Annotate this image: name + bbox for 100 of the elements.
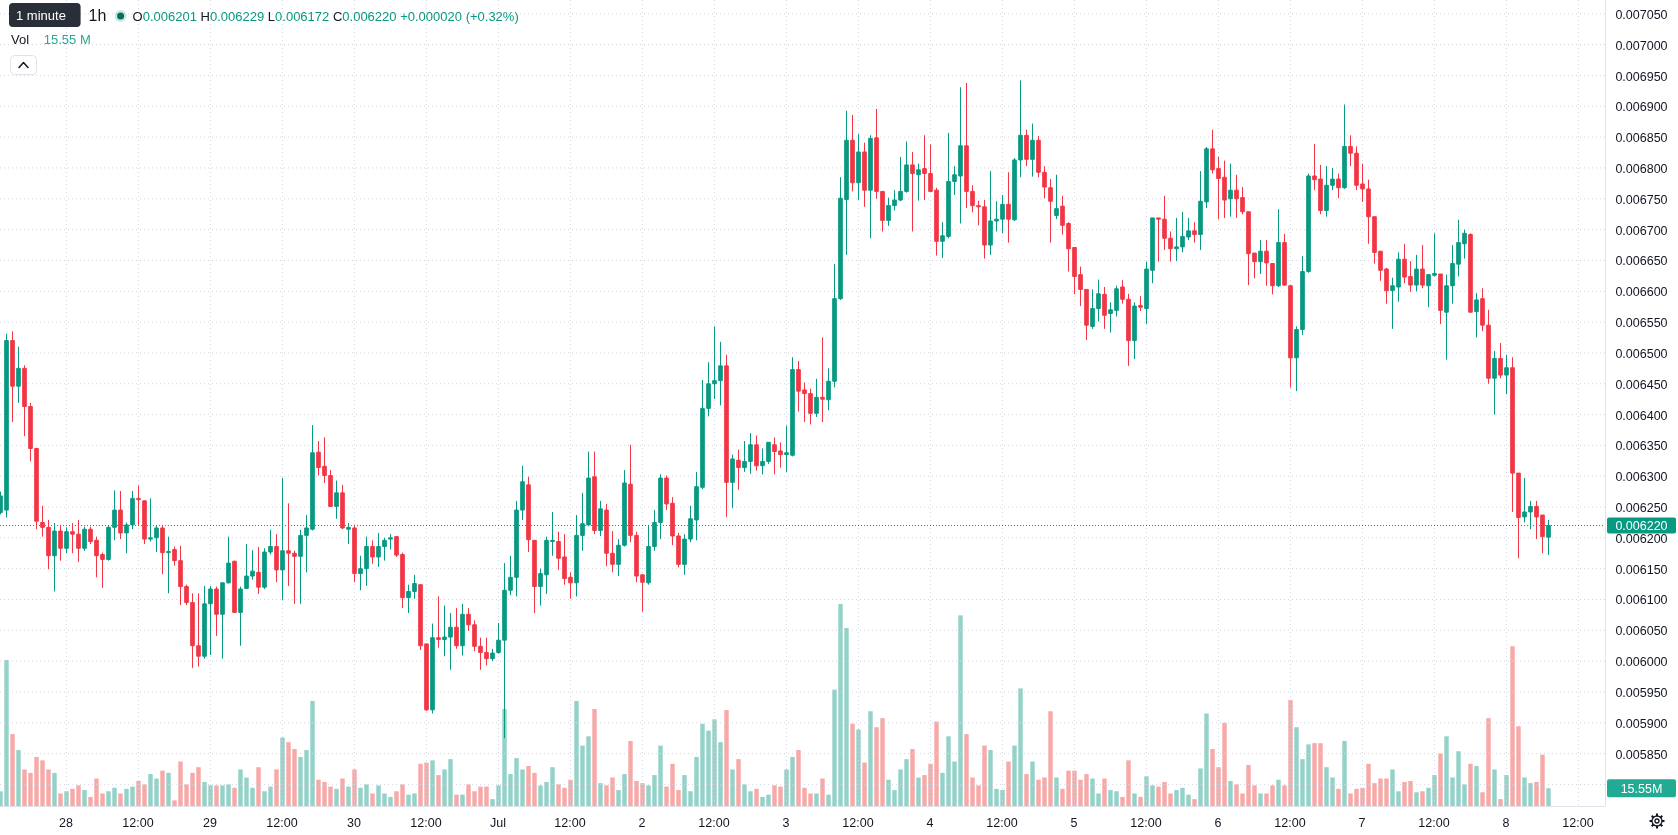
y-tick-label: 0.006600 xyxy=(1615,285,1668,300)
candlestick xyxy=(136,484,141,526)
bar xyxy=(736,759,741,806)
x-tick-label: 4 xyxy=(926,816,934,830)
candlestick xyxy=(232,560,237,614)
candlestick xyxy=(58,524,63,562)
y-tick-label: 0.006950 xyxy=(1615,69,1668,84)
annotation: 15.55 M xyxy=(43,32,91,47)
bar xyxy=(166,772,171,806)
candlestick xyxy=(1468,232,1473,313)
bar xyxy=(730,769,735,806)
bar xyxy=(1474,766,1479,806)
bar xyxy=(118,793,123,806)
candlestick xyxy=(388,533,393,551)
bar xyxy=(1504,775,1509,806)
candlestick xyxy=(52,522,57,592)
bar xyxy=(64,791,69,806)
y-tick-label: 0.005950 xyxy=(1615,685,1668,700)
candlestick xyxy=(1276,208,1281,288)
bar xyxy=(1546,788,1551,806)
chart-title: 1h xyxy=(88,7,107,24)
bar xyxy=(274,769,279,806)
candlestick xyxy=(370,539,375,565)
candlestick xyxy=(10,330,15,423)
bar xyxy=(1024,774,1029,806)
x-tick-label: 12:00 xyxy=(266,816,298,830)
x-tick-label: 7 xyxy=(1358,816,1366,830)
x-tick-label: 12:00 xyxy=(122,816,154,830)
y-tick-label: 0.006050 xyxy=(1615,624,1668,639)
candlestick xyxy=(280,477,285,601)
candlestick xyxy=(910,151,915,232)
x-tick-label: 3 xyxy=(782,816,790,830)
bar xyxy=(1342,740,1347,806)
candlestick xyxy=(274,533,279,583)
candlestick xyxy=(526,476,531,553)
y-tick-label: 0.006700 xyxy=(1615,223,1668,238)
candlestick xyxy=(1498,342,1503,379)
bar xyxy=(1498,799,1503,806)
bar xyxy=(1132,793,1137,806)
candlestick xyxy=(160,524,165,575)
candlestick xyxy=(868,134,873,239)
bar xyxy=(352,769,357,806)
x-tick-label: 28 xyxy=(59,816,73,830)
bar xyxy=(916,777,921,806)
bar xyxy=(334,788,339,806)
bar xyxy=(1102,778,1107,806)
candlestick xyxy=(1024,129,1029,167)
y-tick-label: 0.006350 xyxy=(1615,439,1668,454)
text: Vol xyxy=(11,32,30,47)
x-tick-label: 2 xyxy=(638,816,646,830)
candlestick xyxy=(1270,263,1275,295)
candlestick xyxy=(1420,244,1425,289)
bar xyxy=(820,778,825,806)
candlestick xyxy=(1336,173,1341,199)
bar xyxy=(1276,779,1281,806)
bar xyxy=(214,785,219,806)
x-tick-label: 12:00 xyxy=(1418,816,1450,830)
y-tick-label: 0.006800 xyxy=(1615,161,1668,176)
annotation: 1 minute xyxy=(16,8,66,23)
candlestick xyxy=(1342,103,1347,190)
candlestick xyxy=(736,449,741,491)
candlestick xyxy=(916,163,921,202)
bar xyxy=(754,788,759,806)
candlestick xyxy=(1258,239,1263,275)
candlestick xyxy=(1006,171,1011,244)
bar xyxy=(1054,777,1059,806)
bar xyxy=(346,786,351,806)
bar xyxy=(340,778,345,806)
candlestick xyxy=(346,522,351,545)
candlestick xyxy=(814,378,819,418)
candlestick xyxy=(256,546,261,595)
candlestick xyxy=(142,499,147,545)
y-tick-label: 0.006650 xyxy=(1615,254,1668,269)
candlestick xyxy=(436,595,441,649)
bar xyxy=(910,749,915,806)
bar xyxy=(598,783,603,806)
bar xyxy=(1420,791,1425,806)
candlestick xyxy=(850,114,855,192)
x-tick-label: 29 xyxy=(203,816,217,830)
bar xyxy=(1030,761,1035,806)
x-tick-label: 12:00 xyxy=(1274,816,1306,830)
candlestick xyxy=(1138,295,1143,312)
y-tick-label: 0.006850 xyxy=(1615,131,1668,146)
candlestick xyxy=(1492,350,1497,416)
x-tick-label: 12:00 xyxy=(1130,816,1162,830)
candlestick xyxy=(1030,123,1035,178)
x-tick-label: 12:00 xyxy=(842,816,874,830)
x-tick-label: 12:00 xyxy=(1562,816,1594,830)
x-tick-label: 5 xyxy=(1070,816,1078,830)
bar xyxy=(850,723,855,806)
candlestick xyxy=(340,484,345,530)
y-tick-label: 0.006750 xyxy=(1615,192,1668,207)
candlestick xyxy=(1054,174,1059,220)
x-tick-label: 6 xyxy=(1214,816,1222,830)
bar xyxy=(1138,796,1143,806)
bar xyxy=(1228,780,1233,806)
bar xyxy=(82,790,87,806)
y-tick-label: 0.007000 xyxy=(1615,38,1668,53)
ref-line-label: 0.006220 xyxy=(1615,519,1668,534)
candlestick xyxy=(1474,292,1479,338)
